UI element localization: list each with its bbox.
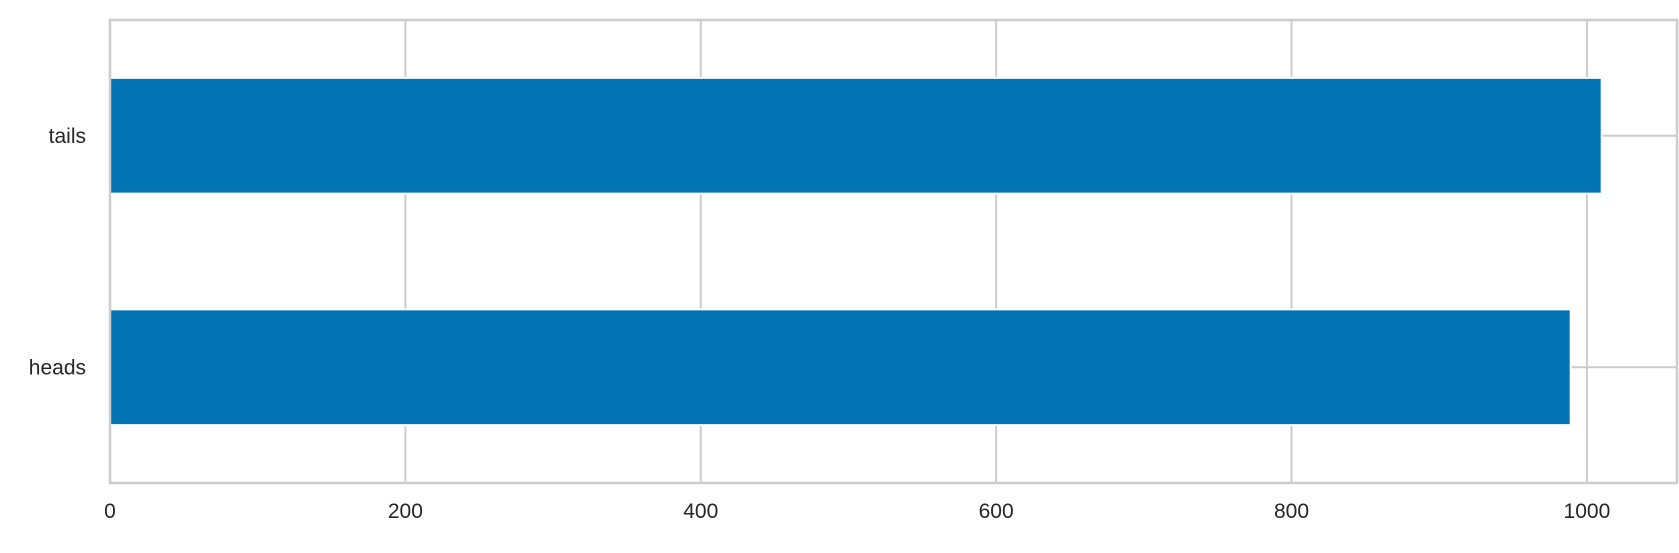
y-axis-ticks: heads tails	[29, 125, 86, 380]
axes-spines	[108, 18, 1679, 485]
y-tick-label-heads: heads	[29, 356, 86, 379]
bar-tails	[109, 76, 1603, 195]
x-tick-label: 600	[979, 500, 1014, 523]
x-tick-label: 400	[683, 500, 718, 523]
x-tick-label: 0	[104, 500, 116, 523]
x-tick-label: 1000	[1564, 500, 1611, 523]
bars	[109, 76, 1603, 427]
x-tick-label: 200	[388, 500, 423, 523]
bar-heads	[109, 308, 1572, 427]
plot-border	[108, 18, 1679, 485]
x-axis-ticks: 0 200 400 600 800 1000	[104, 500, 1610, 523]
y-tick-label-tails: tails	[49, 125, 86, 148]
x-tick-label: 800	[1274, 500, 1309, 523]
